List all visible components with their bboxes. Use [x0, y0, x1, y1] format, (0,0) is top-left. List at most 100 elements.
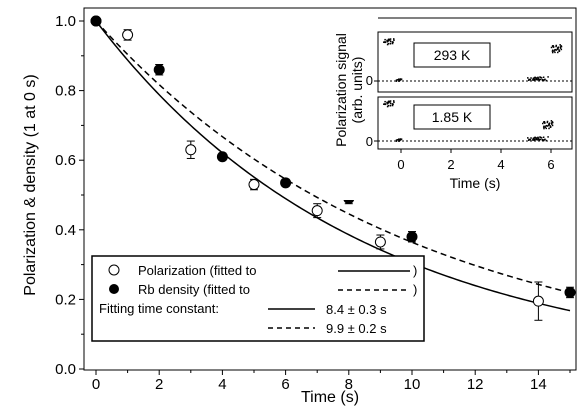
- inset-trace-dot: [543, 121, 546, 124]
- inset-trace-dot: [399, 78, 402, 80]
- inset-trace-dot: [399, 79, 401, 82]
- density-point: [406, 231, 418, 243]
- inset-y-axis-title: Polarization signal: [333, 33, 349, 147]
- inset: 0 293 K 0 1.85 K 0 2 4 6 Time (s) Polarizat…: [330, 10, 574, 200]
- inset-trace-dot: [549, 126, 552, 128]
- polarization-fit-curve: [95, 20, 571, 312]
- inset-trace-dot: [399, 139, 401, 142]
- y-tick-label: 0.6: [55, 152, 76, 169]
- inset-trace-dot: [537, 137, 539, 139]
- inset-trace-dot: [384, 41, 387, 43]
- inset-x-tick-label: 2: [447, 157, 454, 172]
- inset-trace-dot: [551, 121, 554, 123]
- inset-trace-dot: [551, 51, 554, 54]
- inset-trace-dot: [397, 78, 400, 80]
- inset-trace-dot: [557, 51, 559, 54]
- inset-panel-185k: [377, 96, 573, 150]
- inset-trace-dot: [387, 101, 390, 103]
- inset-trace-dot: [389, 38, 392, 40]
- legend-fit1-value: 8.4 ± 0.3 s: [326, 302, 387, 317]
- x-axis-title: Time (s): [301, 389, 359, 406]
- legend-close-paren-1: ): [413, 263, 417, 278]
- inset-trace-dot: [387, 42, 390, 45]
- inset-trace-dot: [542, 126, 545, 128]
- legend-box: [91, 255, 425, 342]
- inset-trace-dot: [527, 77, 529, 79]
- inset-trace-dot: [395, 80, 398, 82]
- inset-trace-dot: [399, 138, 402, 140]
- inset-trace-dot: [528, 139, 530, 142]
- inset-trace-dot: [536, 137, 538, 139]
- inset-trace-dot: [386, 105, 389, 108]
- inset-trace-dot: [534, 78, 536, 81]
- inset-trace-dot: [399, 139, 402, 141]
- inset-trace-dot: [545, 124, 548, 127]
- polarization-point: [122, 29, 134, 41]
- inset-panel1-y-tick: 0: [366, 73, 373, 88]
- inset-trace-dot: [386, 40, 389, 43]
- x-tick-label: 0: [92, 376, 100, 393]
- inset-trace-dot: [559, 44, 561, 46]
- inset-trace-dot: [554, 48, 557, 51]
- inset-trace-dot: [546, 121, 549, 124]
- density-point: [216, 151, 228, 163]
- inset-trace-dot: [396, 139, 399, 141]
- inset-trace-dot: [539, 78, 542, 81]
- inset-trace-dot: [540, 137, 543, 139]
- inset-trace-dot: [551, 124, 554, 127]
- inset-trace-dot: [535, 138, 538, 140]
- legend-filled-circle: [109, 284, 119, 294]
- inset-trace-dot: [384, 103, 387, 105]
- inset-trace-dot: [542, 136, 545, 139]
- inset-trace-dot: [558, 50, 560, 52]
- inset-panel2-y-tick: 0: [366, 134, 373, 149]
- inset-trace-dot: [391, 104, 394, 107]
- inset-trace-dot: [543, 127, 545, 130]
- inset-trace-dot: [393, 101, 395, 104]
- y-tick-label: 0.2: [55, 291, 76, 308]
- inset-trace-dot: [399, 79, 402, 81]
- inset-trace-dot: [550, 120, 553, 122]
- legend-density-label: Rb density (fitted to: [138, 282, 250, 297]
- inset-trace-dot: [393, 39, 395, 42]
- inset-trace-dot: [384, 38, 386, 41]
- fit-curves: [95, 20, 571, 312]
- inset-panel1-trace: [383, 38, 563, 82]
- legend-fit2-value: 9.9 ± 0.2 s: [326, 321, 387, 336]
- inset-trace-dot: [386, 43, 389, 46]
- inset-trace-dot: [531, 79, 534, 81]
- inset-trace-dot: [546, 120, 549, 123]
- inset-trace-dot: [539, 136, 542, 139]
- x-tick-label: 6: [281, 376, 289, 393]
- x-tick-label: 4: [218, 376, 226, 393]
- inset-trace-dot: [530, 77, 532, 79]
- inset-trace-dot: [555, 45, 557, 48]
- inset-trace-dot: [389, 40, 392, 43]
- inset-trace-dot: [552, 44, 554, 47]
- inset-trace-dot: [530, 137, 532, 139]
- inset-trace-dot: [531, 139, 534, 141]
- y-tick-label: 0.8: [55, 83, 76, 100]
- inset-trace-dot: [393, 100, 395, 102]
- inset-trace-dot: [541, 79, 544, 81]
- inset-trace-dot: [536, 139, 539, 141]
- inset-trace-dot: [400, 138, 403, 140]
- x-tick-label: 2: [155, 376, 163, 393]
- inset-trace-dot: [536, 79, 539, 81]
- inset-trace-dot: [534, 137, 537, 139]
- inset-trace-dot: [547, 76, 549, 78]
- inset-trace-dot: [560, 48, 563, 51]
- inset-trace-dot: [551, 123, 553, 125]
- inset-trace-dot: [398, 140, 400, 142]
- inset-trace-dot: [543, 120, 546, 123]
- polarization-point: [311, 205, 323, 217]
- density-fit-curve: [95, 20, 571, 294]
- density-point: [90, 15, 102, 27]
- inset-trace-dot: [386, 39, 388, 42]
- inset-trace-dot: [545, 139, 548, 142]
- density-point: [153, 64, 165, 76]
- inset-trace-dot: [383, 103, 385, 105]
- inset-trace-dot: [533, 79, 535, 81]
- inset-trace-dot: [555, 44, 558, 47]
- inset-trace-dot: [533, 137, 535, 140]
